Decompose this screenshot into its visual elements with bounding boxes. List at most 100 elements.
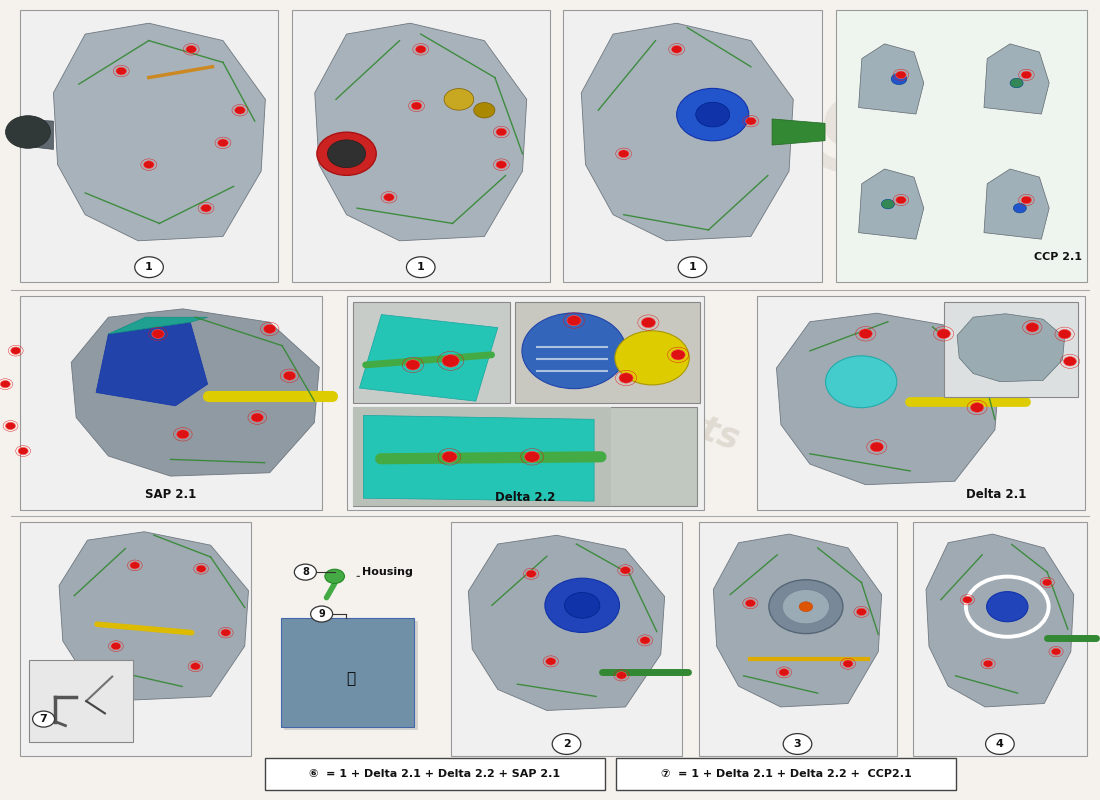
Circle shape [641, 318, 656, 328]
Polygon shape [772, 119, 825, 145]
Circle shape [474, 102, 495, 118]
Circle shape [406, 360, 420, 370]
Circle shape [800, 602, 813, 611]
Circle shape [696, 102, 729, 127]
FancyBboxPatch shape [265, 758, 605, 790]
Circle shape [619, 373, 634, 383]
Polygon shape [96, 322, 208, 406]
Circle shape [317, 132, 376, 175]
Bar [20, 296, 322, 510]
Circle shape [526, 570, 537, 578]
Polygon shape [315, 23, 527, 241]
Polygon shape [984, 169, 1049, 239]
Circle shape [1010, 78, 1023, 88]
Polygon shape [713, 534, 882, 707]
Circle shape [407, 257, 436, 278]
Circle shape [134, 257, 163, 278]
Circle shape [384, 194, 394, 201]
Circle shape [0, 381, 10, 388]
Circle shape [983, 660, 993, 667]
Circle shape [843, 660, 852, 667]
Text: 1: 1 [417, 262, 425, 272]
Bar [20, 10, 278, 282]
Bar [284, 621, 418, 730]
Circle shape [284, 371, 296, 380]
Polygon shape [353, 407, 612, 506]
Bar [757, 296, 1085, 510]
Circle shape [564, 593, 600, 618]
Text: 1965: 1965 [733, 71, 1027, 249]
Circle shape [986, 734, 1014, 754]
Circle shape [746, 599, 756, 607]
Text: 🐴: 🐴 [345, 670, 355, 686]
Bar [280, 618, 415, 727]
Circle shape [779, 669, 789, 676]
Circle shape [264, 325, 276, 334]
Circle shape [218, 139, 229, 146]
Text: 1: 1 [689, 262, 696, 272]
Circle shape [444, 89, 474, 110]
Circle shape [746, 118, 756, 125]
Text: 9: 9 [318, 609, 324, 619]
Text: 8: 8 [301, 567, 309, 577]
Text: 1: 1 [145, 262, 153, 272]
Bar [944, 302, 1078, 397]
Text: 7: 7 [40, 714, 47, 724]
Circle shape [782, 590, 829, 624]
Circle shape [552, 734, 581, 754]
Circle shape [857, 608, 867, 615]
Circle shape [870, 442, 883, 452]
Polygon shape [859, 169, 924, 239]
Circle shape [1021, 196, 1032, 204]
Circle shape [251, 413, 264, 422]
Circle shape [1058, 330, 1071, 339]
Bar [346, 296, 704, 510]
Circle shape [616, 672, 627, 679]
Circle shape [177, 430, 189, 438]
Polygon shape [15, 119, 54, 150]
Bar [563, 10, 822, 282]
Text: SAP 2.1: SAP 2.1 [145, 488, 197, 501]
Circle shape [6, 422, 15, 430]
Bar [353, 302, 510, 403]
Circle shape [620, 566, 630, 574]
Circle shape [783, 734, 812, 754]
Bar [451, 522, 682, 756]
Circle shape [111, 642, 121, 650]
Bar [292, 10, 550, 282]
Circle shape [962, 596, 972, 603]
Circle shape [496, 128, 507, 136]
Circle shape [200, 204, 211, 212]
Circle shape [881, 199, 894, 209]
Text: Delta 2.2: Delta 2.2 [495, 491, 556, 504]
Polygon shape [72, 309, 319, 476]
Circle shape [522, 313, 626, 389]
Polygon shape [957, 314, 1065, 382]
Circle shape [11, 347, 21, 354]
Circle shape [970, 402, 983, 412]
Circle shape [442, 451, 458, 462]
Bar [698, 522, 896, 756]
Circle shape [152, 330, 164, 338]
Circle shape [324, 570, 344, 583]
Circle shape [116, 67, 127, 75]
Polygon shape [984, 44, 1049, 114]
Polygon shape [109, 318, 208, 334]
Circle shape [190, 662, 200, 670]
Circle shape [411, 102, 421, 110]
Circle shape [1013, 203, 1026, 213]
Circle shape [143, 161, 154, 169]
Polygon shape [926, 534, 1074, 707]
Text: 4: 4 [996, 739, 1004, 749]
Polygon shape [859, 44, 924, 114]
Bar [20, 522, 251, 756]
Circle shape [496, 161, 507, 169]
Text: Delta 2.1: Delta 2.1 [966, 488, 1026, 501]
Bar [515, 302, 701, 403]
Circle shape [416, 46, 426, 53]
Text: 3: 3 [794, 739, 801, 749]
Bar [353, 407, 697, 506]
Polygon shape [581, 23, 793, 241]
Bar [29, 660, 133, 742]
Circle shape [221, 629, 231, 636]
